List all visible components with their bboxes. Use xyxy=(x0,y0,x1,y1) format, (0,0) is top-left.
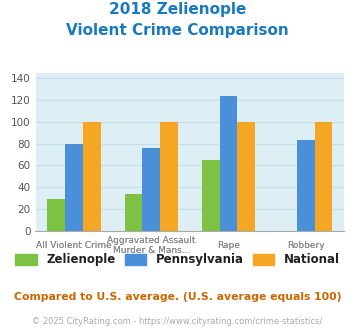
Legend: Zelienople, Pennsylvania, National: Zelienople, Pennsylvania, National xyxy=(15,253,340,266)
Bar xyxy=(315,122,332,231)
Bar xyxy=(220,96,237,231)
Bar xyxy=(202,160,220,231)
Text: Violent Crime Comparison: Violent Crime Comparison xyxy=(66,23,289,38)
Text: 2018 Zelienople: 2018 Zelienople xyxy=(109,2,246,16)
Bar xyxy=(83,122,101,231)
Bar xyxy=(160,122,178,231)
Text: Aggravated Assault: Aggravated Assault xyxy=(107,236,196,245)
Text: Murder & Mans...: Murder & Mans... xyxy=(113,246,190,255)
Bar xyxy=(237,122,255,231)
Text: Murder & Mans...: Murder & Mans... xyxy=(113,246,190,255)
Text: All Violent Crime: All Violent Crime xyxy=(36,241,112,250)
Bar xyxy=(142,148,160,231)
Bar xyxy=(65,144,83,231)
Text: Aggravated Assault: Aggravated Assault xyxy=(107,236,196,245)
Bar xyxy=(48,199,65,231)
Bar xyxy=(297,140,315,231)
Text: Compared to U.S. average. (U.S. average equals 100): Compared to U.S. average. (U.S. average … xyxy=(14,292,341,302)
Bar xyxy=(125,194,142,231)
Text: Rape: Rape xyxy=(217,241,240,250)
Text: © 2025 CityRating.com - https://www.cityrating.com/crime-statistics/: © 2025 CityRating.com - https://www.city… xyxy=(32,317,323,326)
Text: Robbery: Robbery xyxy=(287,241,324,250)
Text: Rape: Rape xyxy=(217,241,240,250)
Text: Robbery: Robbery xyxy=(287,241,324,250)
Text: All Violent Crime: All Violent Crime xyxy=(36,241,112,250)
